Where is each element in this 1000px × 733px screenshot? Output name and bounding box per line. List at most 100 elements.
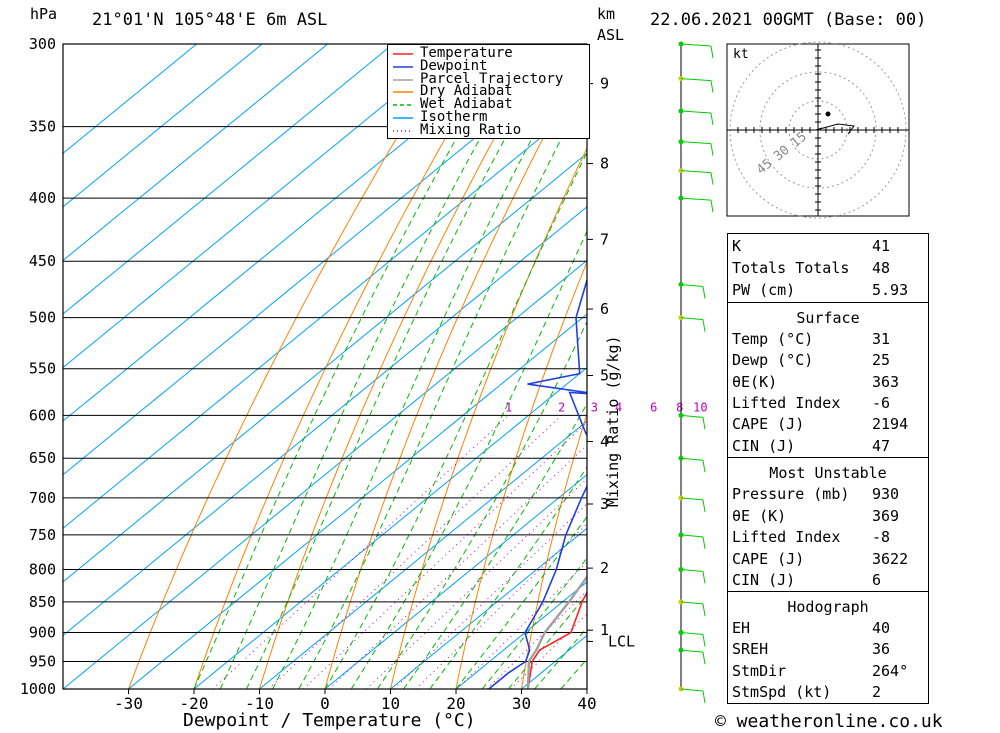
wind-barb-flag (702, 460, 706, 473)
wind-barb-flag (702, 652, 706, 665)
wind-barb-shaft (680, 632, 704, 636)
surface-label: Dewp (°C) (732, 351, 814, 369)
x-tick-label: 30 (512, 694, 531, 713)
surface-table: Surface Temp (°C) 31 Dewp (°C) 25 θE(K) 363… (727, 302, 929, 458)
dry-adiabat-line (521, 411, 587, 689)
x-tick-label: -10 (245, 694, 274, 713)
wind-barb-flag (710, 143, 714, 156)
x-tick-label: 10 (381, 694, 400, 713)
index-value: 5.93 (872, 281, 909, 299)
legend-label: Dewpoint (420, 57, 488, 74)
dewpoint-line (488, 277, 587, 689)
wet-adiabat-line (455, 515, 587, 689)
temperature-line (527, 590, 587, 689)
wind-barb-shaft (680, 170, 712, 174)
wet-adiabat-line (481, 557, 587, 689)
datetime-label: 22.06.2021 00GMT (Base: 00) (650, 10, 927, 30)
wind-barb-shaft (680, 43, 712, 47)
wind-barb-flag (710, 45, 714, 59)
legend-label: Temperature (420, 45, 513, 61)
isotherm-line (63, 44, 525, 422)
hodograph-title: Hodograph (787, 598, 869, 616)
pressure-tick-label: 650 (29, 449, 56, 467)
x-tick-label: 20 (446, 694, 465, 713)
wind-barb-flag (702, 634, 706, 647)
km-tick-label: 7 (600, 230, 609, 248)
wind-barb-shaft (680, 414, 704, 418)
mu-value: 930 (872, 485, 900, 503)
km-tick-label: 3 (600, 495, 609, 513)
hodo-value: 2 (872, 683, 882, 701)
x-tick-label: -30 (114, 694, 143, 713)
pressure-tick-label: 350 (29, 118, 56, 136)
legend-entry: Isotherm (392, 110, 587, 124)
pressure-tick-label: 800 (29, 560, 56, 578)
legend-entry: Mixing Ratio (392, 121, 587, 138)
pressure-tick-label: 950 (29, 653, 56, 671)
pressure-tick-label: 550 (29, 360, 56, 378)
isotherm-line (63, 206, 587, 637)
wind-barb-flag (702, 319, 706, 332)
mixing-ratio-label: 4 (615, 400, 622, 414)
wind-barb-shaft (680, 141, 712, 145)
location-title: 21°01'N 105°48'E 6m ASL (92, 10, 328, 30)
legend-label: Mixing Ratio (420, 121, 522, 138)
index-value: 41 (872, 237, 891, 255)
km-tick-label: 2 (600, 559, 609, 577)
mixing-ratio-axis-title: Mixing Ratio (g/kg) (604, 335, 622, 507)
mixing-ratio-label: 8 (676, 400, 683, 414)
isotherm-line (455, 581, 587, 689)
wind-barb-flag (702, 286, 706, 299)
surface-value: 47 (872, 437, 891, 455)
legend-entry: Dry Adiabat (392, 83, 587, 100)
mixing-ratio-label: 6 (650, 400, 657, 414)
mu-value: 3622 (872, 550, 909, 568)
pressure-tick-label: 900 (29, 624, 56, 642)
x-tick-label: -20 (180, 694, 209, 713)
wet-adiabat-line (245, 44, 558, 689)
wind-barb-flag (710, 200, 714, 213)
hodo-label: EH (732, 619, 751, 637)
wind-barb-shaft (680, 497, 704, 501)
pressure-tick-label: 750 (29, 526, 56, 544)
wet-adiabat-line (403, 402, 587, 689)
mu-label: Pressure (mb) (732, 485, 850, 503)
wind-barb-shaft (680, 197, 712, 201)
legend-entry: Wet Adiabat (392, 97, 587, 111)
isotherm-line (324, 474, 587, 689)
storm-motion-dot (825, 111, 831, 117)
wind-barb-shaft (680, 688, 704, 692)
legend-swatch (393, 117, 413, 119)
mixing-ratio-line (328, 444, 587, 689)
hodograph-unit-label: kt (733, 47, 749, 62)
index-label: Totals Totals (732, 259, 850, 277)
pressure-unit-label: hPa (30, 5, 58, 23)
mu-label: CIN (J) (732, 571, 796, 589)
surface-label: θE(K) (732, 373, 778, 391)
isotherm-line (63, 44, 459, 369)
parcel-trajectory-line (526, 574, 587, 689)
mu-value: 6 (872, 571, 882, 589)
mixing-ratio-label: 1 (505, 400, 512, 414)
wind-barb-shaft (680, 110, 712, 114)
wind-barb-flag (710, 112, 714, 126)
wind-barb-shaft (680, 568, 704, 572)
km-tick-label: 4 (600, 432, 609, 450)
pressure-tick-label: 600 (29, 406, 56, 424)
legend-label: Dry Adiabat (420, 83, 513, 100)
km-tick-label: 8 (600, 155, 609, 173)
km-tick-label: LCL (608, 632, 635, 650)
isotherm-line (63, 44, 328, 262)
most-unstable-title: Most Unstable (769, 464, 887, 482)
index-label: K (732, 237, 742, 255)
mixing-ratio-label: 2 (558, 400, 565, 414)
pressure-tick-label: 850 (29, 593, 56, 611)
wind-barb-flag (702, 536, 706, 549)
mu-label: CAPE (J) (732, 550, 805, 568)
asl-label: ASL (597, 26, 625, 44)
isotherm-line (390, 527, 587, 689)
hodo-label: StmDir (732, 662, 787, 680)
wind-barb-shaft (680, 317, 704, 321)
wind-barb-shaft (680, 601, 704, 605)
